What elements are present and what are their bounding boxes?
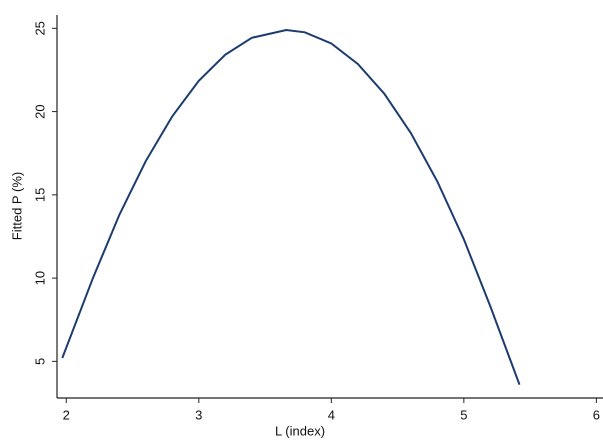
x-axis-title: L (index) — [275, 423, 325, 438]
y-tick-label: 5 — [32, 358, 47, 365]
y-tick-label: 25 — [32, 21, 47, 35]
y-tick-label: 20 — [32, 104, 47, 118]
x-tick-label: 2 — [63, 407, 70, 422]
y-tick-label: 10 — [32, 271, 47, 285]
x-tick-label: 5 — [460, 407, 467, 422]
x-tick-label: 4 — [328, 407, 335, 422]
y-tick-label: 15 — [32, 188, 47, 202]
x-tick-label: 3 — [195, 407, 202, 422]
x-tick-label: 6 — [593, 407, 600, 422]
line — [61, 28, 521, 386]
y-axis-title: Fitted P (%) — [9, 172, 24, 240]
